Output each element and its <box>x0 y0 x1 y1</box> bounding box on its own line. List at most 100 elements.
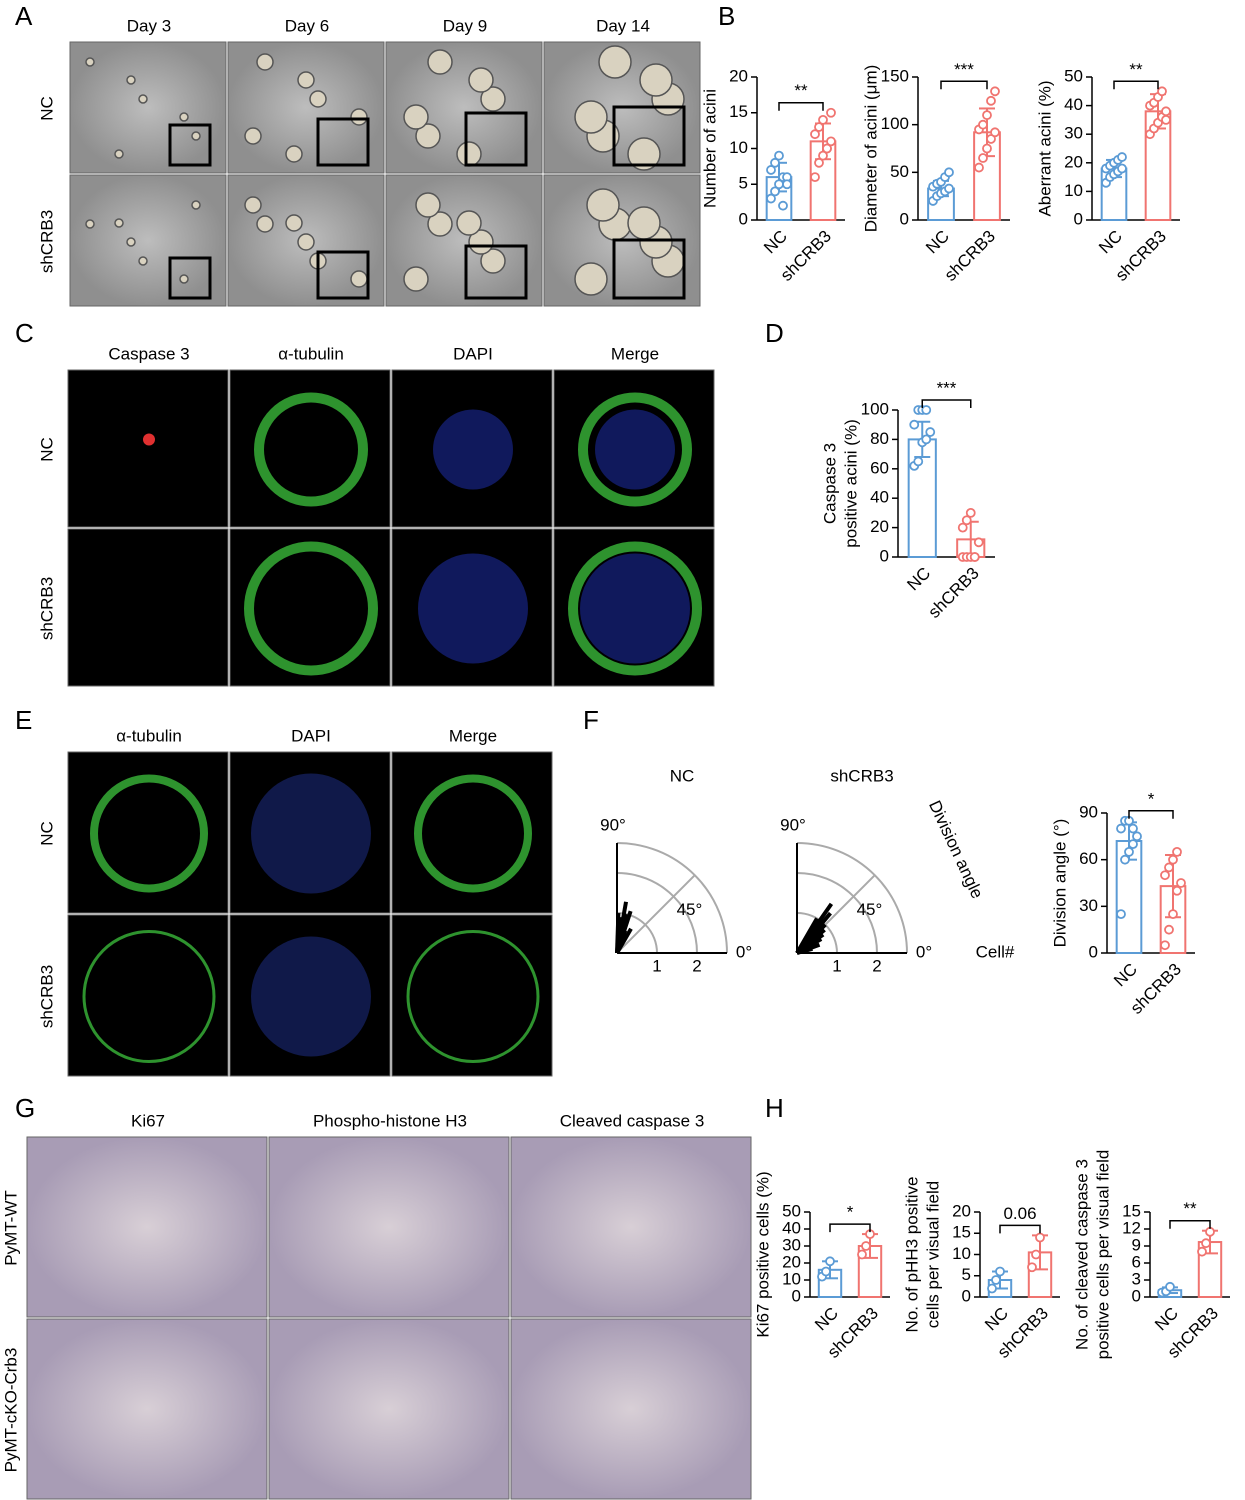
column-label: Day 3 <box>127 16 171 35</box>
y-tick-label: 80 <box>870 429 889 448</box>
data-point <box>818 115 828 125</box>
column-label: Ki67 <box>131 1111 165 1130</box>
micrograph <box>69 174 227 307</box>
signal <box>578 392 692 507</box>
significance-bracket <box>940 80 988 90</box>
y-tick-label: 9 <box>1132 1235 1141 1254</box>
micrograph <box>26 1318 268 1500</box>
y-tick-label: 6 <box>1132 1252 1141 1271</box>
acinus <box>574 100 608 134</box>
x-tick-label: NC <box>1110 960 1141 991</box>
data-point <box>1120 854 1130 865</box>
y-tick-label: 20 <box>1064 152 1083 171</box>
micrograph <box>67 528 229 687</box>
r-tick-label: 1 <box>652 956 661 975</box>
data-point <box>810 129 820 140</box>
data-point <box>1201 1238 1211 1249</box>
data-point <box>814 122 824 132</box>
data-point <box>1164 924 1174 935</box>
signal <box>143 433 155 446</box>
acinus <box>627 137 661 171</box>
data-point <box>965 508 976 518</box>
angle-tick-label: 0° <box>736 942 752 961</box>
y-tick-label: 30 <box>1064 124 1083 143</box>
inset <box>316 117 370 167</box>
significance-bracket <box>1128 810 1174 819</box>
data-point <box>1027 1262 1037 1273</box>
y-tick-label: 30 <box>782 1235 801 1254</box>
data-point <box>1164 862 1174 873</box>
y-axis-label: Number of acini <box>700 89 719 208</box>
acinus <box>403 104 429 130</box>
data-point <box>909 419 920 430</box>
data-point <box>944 167 954 178</box>
significance-label: *** <box>954 60 974 79</box>
data-point <box>921 405 932 415</box>
panel-letter: G <box>15 1093 35 1123</box>
acinus <box>191 200 201 210</box>
acinus <box>114 218 124 228</box>
acinus <box>138 94 148 104</box>
significance-label: ** <box>1183 1199 1197 1218</box>
y-tick-label: 0 <box>739 209 748 228</box>
data-point <box>1128 839 1138 850</box>
data-point <box>925 427 936 437</box>
y-axis-label: Aberrant acini (%) <box>1035 80 1054 216</box>
significance-bracket <box>999 1224 1041 1234</box>
column-label: DAPI <box>453 344 493 363</box>
acinus <box>179 274 189 284</box>
acinus <box>285 145 303 163</box>
annotation: Division angle <box>925 798 987 902</box>
data-point <box>961 515 972 526</box>
x-tick-label: NC <box>1095 227 1126 258</box>
acinus <box>427 49 453 75</box>
y-tick-label: 10 <box>782 1269 801 1288</box>
significance-bracket <box>1169 1219 1211 1229</box>
significance-label: * <box>847 1203 854 1222</box>
acinus <box>138 256 148 266</box>
y-axis-label: No. of cleaved caspase 3 <box>1072 1159 1091 1350</box>
x-tick-label: NC <box>811 1304 842 1335</box>
micrograph <box>67 914 229 1077</box>
column-label: Day 6 <box>285 16 329 35</box>
y-axis-label: positive cells per visual field <box>1093 1150 1112 1360</box>
data-point <box>1031 1249 1041 1260</box>
acinus <box>85 57 95 67</box>
significance-label: 0.06 <box>1003 1204 1036 1223</box>
signal <box>90 774 208 893</box>
y-tick-label: 20 <box>782 1252 801 1271</box>
data-point <box>1124 846 1134 857</box>
inset <box>612 238 686 300</box>
data-point <box>990 127 1000 138</box>
data-point <box>1116 909 1126 920</box>
data-point <box>861 1241 871 1251</box>
chart-title: NC <box>670 766 695 785</box>
micrograph <box>510 1136 752 1318</box>
data-point <box>990 86 1000 97</box>
data-point <box>1128 823 1138 834</box>
panel-letter: E <box>15 705 32 735</box>
y-axis-label: Caspase 3 <box>820 443 839 524</box>
data-point <box>995 1266 1005 1277</box>
row-label: shCRB3 <box>37 965 56 1028</box>
column-label: Caspase 3 <box>108 344 189 363</box>
data-point <box>969 552 980 562</box>
acinus <box>468 229 494 255</box>
y-tick-label: 0 <box>900 209 909 228</box>
acinus <box>403 266 429 292</box>
acinus <box>574 262 608 296</box>
data-point <box>1161 115 1171 125</box>
inset <box>464 244 528 300</box>
angle-grid <box>616 874 696 954</box>
row-label: PyMT-WT <box>1 1190 20 1266</box>
acinus <box>480 86 506 112</box>
y-tick-label: 12 <box>1122 1218 1141 1237</box>
x-tick-label: shCRB3 <box>925 564 983 622</box>
angle-tick-label: 0° <box>916 942 932 961</box>
acinus <box>627 206 661 240</box>
y-tick-label: 3 <box>1132 1269 1141 1288</box>
y-tick-label: 0 <box>1089 942 1098 961</box>
column-label: Day 9 <box>443 16 487 35</box>
inset <box>316 250 370 300</box>
y-tick-label: 60 <box>870 458 889 477</box>
